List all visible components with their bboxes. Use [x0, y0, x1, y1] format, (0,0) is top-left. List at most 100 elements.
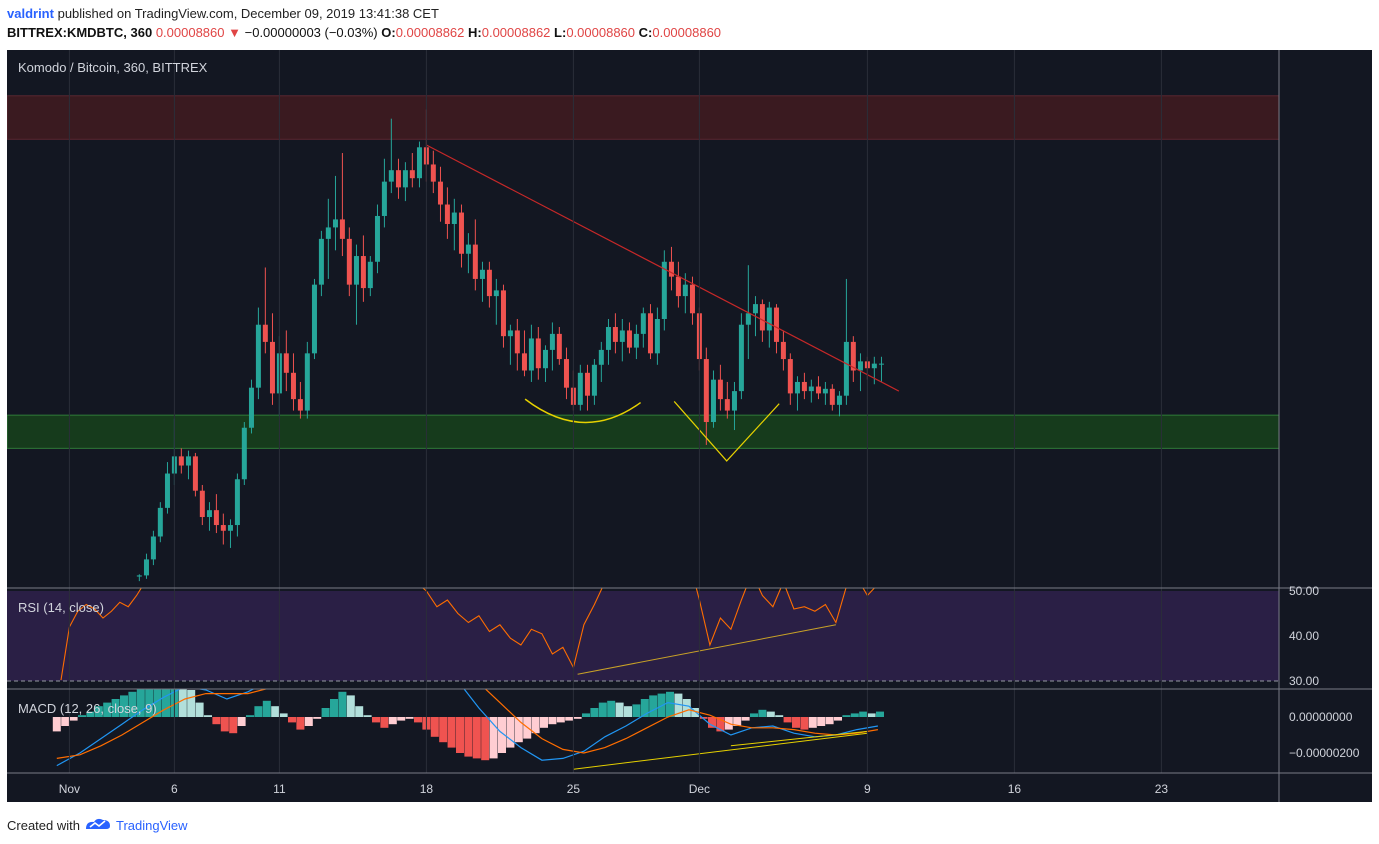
macd-histogram-bar — [355, 706, 364, 717]
macd-histogram-bar — [666, 691, 674, 717]
candle-up — [661, 261, 667, 319]
macd-histogram-bar — [103, 702, 112, 717]
macd-histogram-bar — [145, 689, 154, 717]
macd-histogram-bar — [573, 717, 582, 719]
candle-down — [395, 170, 401, 188]
candle-up — [234, 479, 240, 526]
candle-down — [437, 181, 443, 205]
macd-histogram-bar — [330, 699, 338, 717]
candle-down — [647, 313, 653, 354]
macd-histogram-bar — [540, 717, 548, 728]
macd-histogram-bar — [321, 708, 330, 717]
candle-down — [626, 330, 632, 348]
candle-down — [829, 388, 835, 405]
x-tick-label: 23 — [1155, 782, 1169, 796]
rsi-tick-label: 30.00 — [1289, 674, 1319, 688]
macd-tick-label: 0.00000000 — [1289, 710, 1353, 724]
macd-divergence-line — [730, 730, 868, 747]
candle-down — [815, 386, 821, 394]
macd-histogram-bar — [582, 713, 590, 717]
candle-down — [612, 327, 618, 342]
macd-histogram-bar — [825, 717, 834, 725]
macd-histogram-bar — [111, 699, 120, 717]
candle-down — [780, 341, 786, 360]
macd-histogram-bar — [279, 713, 288, 717]
candle-up — [465, 244, 471, 254]
resistance-zone — [7, 95, 1279, 140]
rsi-pane[interactable] — [7, 560, 1372, 682]
x-tick-label: 18 — [420, 782, 434, 796]
tradingview-link[interactable]: TradingView — [115, 818, 188, 833]
candle-up — [136, 575, 142, 577]
rounded-bottom-curve — [524, 398, 642, 424]
candle-up — [591, 364, 597, 396]
candle-up — [745, 313, 751, 325]
candle-up — [374, 215, 380, 262]
macd-histogram-bar — [397, 717, 406, 721]
tradingview-logo-icon[interactable] — [84, 817, 112, 834]
macd-histogram-bar — [834, 717, 842, 721]
candle-down — [472, 244, 478, 279]
resistance-trendline — [426, 144, 900, 392]
candle-up — [479, 269, 485, 279]
macd-histogram-bar — [346, 695, 355, 717]
candle-down — [269, 341, 275, 394]
macd-histogram-bar — [615, 702, 624, 717]
macd-histogram-bar — [363, 715, 372, 717]
macd-histogram-bar — [380, 717, 389, 728]
macd-histogram-bar — [766, 711, 775, 717]
candle-down — [192, 456, 198, 491]
macd-histogram-bar — [220, 717, 229, 732]
candle-down — [444, 204, 450, 224]
macd-histogram-bar — [204, 715, 212, 717]
candle-up — [248, 387, 254, 428]
candle-up — [332, 219, 338, 228]
macd-histogram-bar — [304, 717, 313, 726]
candle-down — [724, 399, 730, 411]
macd-histogram-bar — [128, 691, 137, 717]
candle-down — [283, 353, 289, 373]
macd-histogram-bar — [237, 717, 246, 726]
candle-down — [339, 219, 345, 239]
candle-down — [668, 261, 674, 277]
macd-histogram-bar — [598, 702, 607, 717]
candle-down — [563, 359, 569, 388]
axes: Nov6111825Dec916230.000115000.000110000.… — [7, 50, 1372, 802]
macd-histogram-bar — [52, 717, 61, 732]
candle-down — [220, 525, 226, 531]
candle-up — [605, 327, 611, 350]
last-price: 0.00008860 — [155, 25, 225, 40]
price-pane[interactable] — [7, 95, 1279, 582]
macd-histogram-bar — [405, 717, 414, 719]
author-link[interactable]: valdrint — [7, 6, 54, 21]
macd-histogram-bar — [456, 717, 464, 753]
candle-up — [843, 341, 849, 396]
macd-histogram-bar — [556, 717, 565, 723]
macd-histogram-bar — [246, 715, 254, 717]
macd-histogram-bar — [674, 693, 683, 717]
macd-histogram-bar — [288, 717, 296, 723]
macd-histogram-bar — [750, 713, 758, 717]
signal-line — [56, 689, 879, 759]
candle-down — [759, 304, 765, 331]
x-tick-label: 25 — [567, 782, 581, 796]
macd-histogram-bar — [481, 717, 490, 761]
candle-up — [766, 307, 772, 331]
macd-histogram-bar — [388, 717, 397, 725]
x-tick-label: 16 — [1008, 782, 1022, 796]
candle-up — [640, 313, 646, 334]
macd-histogram-bar — [498, 717, 506, 753]
macd-histogram-bar — [187, 690, 196, 717]
macd-histogram-bar — [506, 717, 515, 748]
x-tick-label: 6 — [171, 782, 178, 796]
x-tick-label: Nov — [59, 782, 80, 796]
open-value: 0.00008862 — [395, 25, 465, 40]
ohlc-line: BITTREX:KMDBTC, 360 0.00008860 ▼ −0.0000… — [7, 25, 721, 40]
candle-up — [794, 381, 800, 394]
x-tick-label: 9 — [864, 782, 871, 796]
candle-up — [654, 319, 660, 354]
candle-down — [703, 359, 709, 423]
macd-histogram-bar — [86, 711, 95, 717]
candle-up — [402, 170, 408, 188]
